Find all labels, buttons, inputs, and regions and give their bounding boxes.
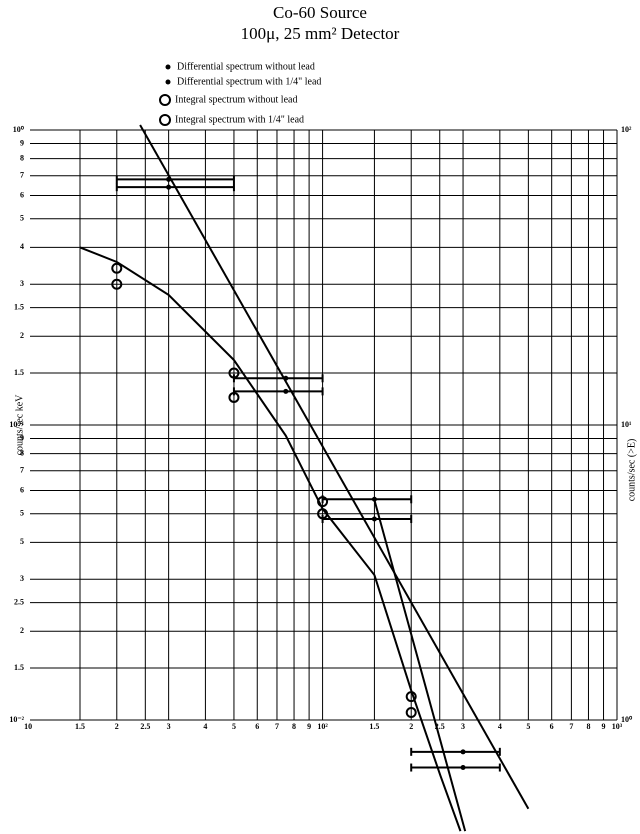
y-tick-label: 2.5	[14, 597, 24, 606]
y-tick-label: 3	[20, 279, 24, 288]
y-tick-label: 7	[20, 466, 24, 475]
point	[228, 367, 240, 379]
legend-marker	[159, 94, 171, 106]
y-tick-label: 4	[20, 242, 24, 251]
y-axis-label: counts/sec keV	[14, 394, 25, 456]
legend-label: Integral spectrum without lead	[175, 94, 297, 105]
x-tick-label: 9	[307, 722, 311, 731]
point	[228, 391, 240, 403]
legend-label: Differential spectrum without lead	[177, 61, 315, 72]
y-tick-label: 1.5	[14, 368, 24, 377]
point	[371, 516, 377, 522]
point	[317, 496, 329, 508]
chart-title: Co-60 Source	[273, 3, 367, 22]
point	[371, 496, 377, 502]
x-tick-label: 4	[498, 722, 502, 731]
y-tick-label: 2	[20, 626, 24, 635]
y2-tick-label: 10²	[621, 125, 632, 134]
y-tick-label: 10⁻²	[9, 715, 24, 724]
legend-marker	[165, 64, 171, 70]
x-tick-label: 2	[409, 722, 413, 731]
y-tick-label: 10⁰	[13, 125, 25, 134]
y-tick-label: 5	[20, 537, 24, 546]
y2-tick-label: 10⁰	[621, 715, 633, 724]
x-tick-label: 3	[461, 722, 465, 731]
x-tick-label: 6	[550, 722, 554, 731]
legend-label: Differential spectrum with 1/4" lead	[177, 76, 321, 87]
point	[405, 691, 417, 703]
x-tick-label: 2.5	[435, 722, 445, 731]
y-tick-label: 3	[20, 574, 24, 583]
fit-curve	[373, 499, 467, 832]
x-tick-label: 8	[292, 722, 296, 731]
legend-marker	[159, 114, 171, 126]
legend-label: Integral spectrum with 1/4" lead	[175, 114, 304, 125]
fit-curve	[139, 124, 530, 810]
y2-axis-label: counts/sec (>E)	[626, 439, 637, 502]
x-tick-label: 10²	[317, 722, 328, 731]
x-tick-label: 3	[167, 722, 171, 731]
point	[460, 765, 466, 771]
x-tick-label: 6	[255, 722, 259, 731]
x-tick-label: 2.5	[140, 722, 150, 731]
x-tick-label: 10³	[612, 722, 623, 731]
legend-marker	[165, 79, 171, 85]
x-tick-label: 7	[275, 722, 279, 731]
x-tick-label: 7	[569, 722, 573, 731]
fit-curve	[79, 246, 462, 832]
y-tick-label: 6	[20, 190, 24, 199]
y-tick-label: 5	[20, 214, 24, 223]
y-tick-label: 8	[20, 153, 24, 162]
point	[166, 184, 172, 190]
y-tick-label: 10⁻¹	[9, 420, 24, 429]
y2-tick-label: 10¹	[621, 420, 632, 429]
x-tick-label: 5	[232, 722, 236, 731]
y-tick-label: 9	[20, 433, 24, 442]
x-tick-label: 1.5	[369, 722, 379, 731]
point	[460, 749, 466, 755]
point	[317, 508, 329, 520]
point	[283, 388, 289, 394]
point	[166, 176, 172, 182]
y-tick-label: 9	[20, 138, 24, 147]
x-tick-label: 10	[24, 722, 32, 731]
y-tick-label: 7	[20, 171, 24, 180]
x-tick-label: 2	[115, 722, 119, 731]
point	[405, 707, 417, 719]
point	[283, 375, 289, 381]
y-tick-label: 8	[20, 448, 24, 457]
y-tick-label: 1.5	[14, 302, 24, 311]
x-tick-label: 4	[203, 722, 207, 731]
chart-subtitle: 100μ, 25 mm² Detector	[241, 24, 400, 43]
point	[111, 262, 123, 274]
x-tick-label: 8	[586, 722, 590, 731]
x-tick-label: 9	[602, 722, 606, 731]
y-tick-label: 5	[20, 509, 24, 518]
point	[111, 278, 123, 290]
y-tick-label: 6	[20, 485, 24, 494]
x-tick-label: 5	[526, 722, 530, 731]
x-tick-label: 1.5	[75, 722, 85, 731]
y-tick-label: 1.5	[14, 663, 24, 672]
y-tick-label: 2	[20, 331, 24, 340]
